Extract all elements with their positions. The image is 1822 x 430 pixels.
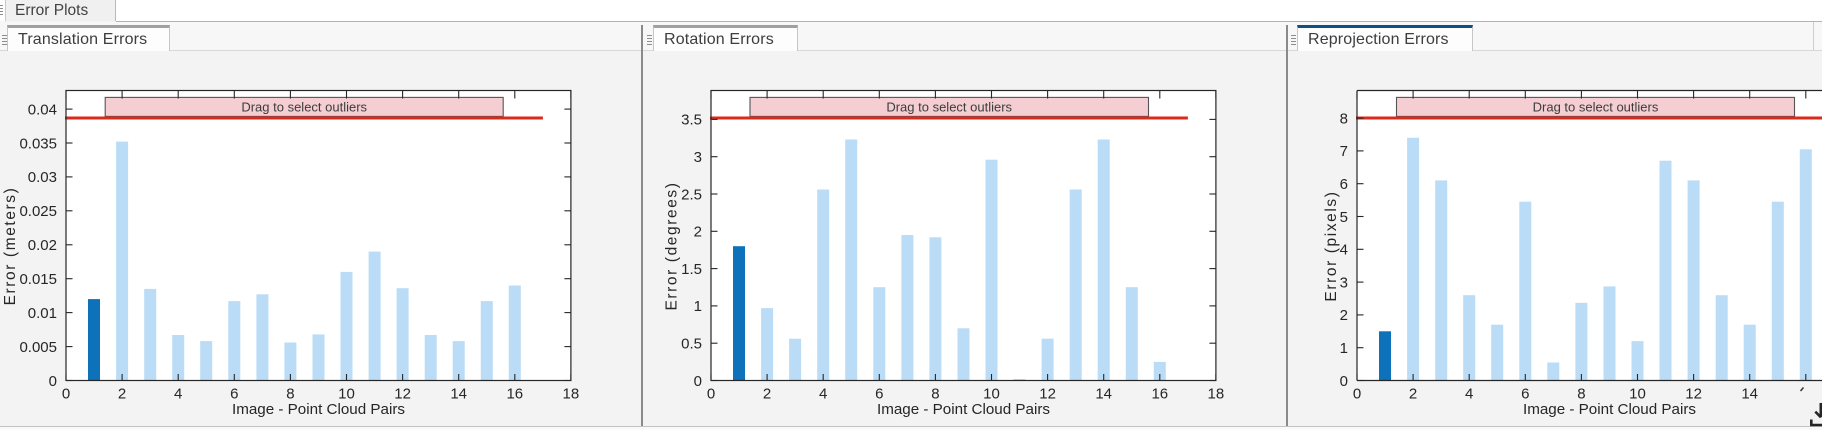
svg-text:12: 12: [1685, 386, 1702, 403]
svg-text:6: 6: [230, 386, 238, 403]
svg-text:0: 0: [62, 386, 70, 403]
svg-text:0.035: 0.035: [19, 135, 57, 152]
svg-text:18: 18: [1208, 386, 1225, 403]
svg-text:8: 8: [286, 386, 294, 403]
svg-text:Image - Point Cloud Pairs: Image - Point Cloud Pairs: [1523, 401, 1696, 418]
svg-text:5: 5: [1340, 209, 1348, 226]
svg-text:0.005: 0.005: [19, 339, 57, 356]
svg-text:16: 16: [506, 386, 523, 403]
svg-text:2: 2: [694, 224, 702, 241]
svg-text:12: 12: [394, 386, 411, 403]
svg-text:2: 2: [1409, 386, 1417, 403]
svg-text:8: 8: [1340, 110, 1348, 127]
svg-text:4: 4: [1465, 386, 1473, 403]
svg-text:Drag to select outliers: Drag to select outliers: [241, 99, 367, 114]
svg-text:0.04: 0.04: [28, 101, 57, 118]
svg-text:10: 10: [1629, 386, 1646, 403]
svg-text:Drag to select outliers: Drag to select outliers: [886, 99, 1012, 114]
svg-text:8: 8: [1577, 386, 1585, 403]
svg-text:18: 18: [563, 386, 580, 403]
svg-text:Image - Point Cloud Pairs: Image - Point Cloud Pairs: [877, 401, 1050, 418]
svg-text:2: 2: [118, 386, 126, 403]
svg-text:0: 0: [694, 373, 702, 390]
svg-text:6: 6: [875, 386, 883, 403]
svg-text:8: 8: [931, 386, 939, 403]
svg-text:16: 16: [1151, 386, 1168, 403]
svg-text:10: 10: [338, 386, 355, 403]
svg-text:6: 6: [1521, 386, 1529, 403]
svg-text:4: 4: [819, 386, 827, 403]
svg-text:0: 0: [707, 386, 715, 403]
svg-text:2.5: 2.5: [681, 186, 702, 203]
svg-text:14: 14: [1741, 386, 1758, 403]
svg-text:1: 1: [1340, 340, 1348, 357]
svg-text:4: 4: [1340, 242, 1348, 259]
svg-text:14: 14: [1095, 386, 1112, 403]
svg-text:0.5: 0.5: [681, 336, 702, 353]
svg-text:10: 10: [983, 386, 1000, 403]
svg-text:Error (degrees): Error (degrees): [664, 181, 681, 310]
svg-text:3: 3: [694, 149, 702, 166]
svg-text:6: 6: [1340, 176, 1348, 193]
svg-text:0.03: 0.03: [28, 169, 57, 186]
svg-text:14: 14: [450, 386, 467, 403]
svg-text:4: 4: [174, 386, 182, 403]
svg-text:0: 0: [49, 373, 57, 390]
svg-text:0.025: 0.025: [19, 203, 57, 220]
svg-text:Error (pixels): Error (pixels): [1323, 190, 1340, 301]
svg-text:1: 1: [694, 298, 702, 315]
svg-text:0: 0: [1353, 386, 1361, 403]
svg-text:Image - Point Cloud Pairs: Image - Point Cloud Pairs: [232, 401, 405, 418]
svg-text:3.5: 3.5: [681, 112, 702, 129]
svg-text:2: 2: [1340, 307, 1348, 324]
svg-text:2: 2: [763, 386, 771, 403]
svg-text:Error (meters): Error (meters): [2, 187, 19, 306]
svg-text:Drag to select outliers: Drag to select outliers: [1533, 99, 1659, 114]
svg-text:0: 0: [1340, 373, 1348, 390]
svg-text:0.01: 0.01: [28, 305, 57, 322]
svg-text:0.015: 0.015: [19, 271, 57, 288]
svg-text:3: 3: [1340, 274, 1348, 291]
svg-text:7: 7: [1340, 143, 1348, 160]
svg-text:12: 12: [1039, 386, 1056, 403]
svg-text:0.02: 0.02: [28, 237, 57, 254]
svg-text:1.5: 1.5: [681, 261, 702, 278]
